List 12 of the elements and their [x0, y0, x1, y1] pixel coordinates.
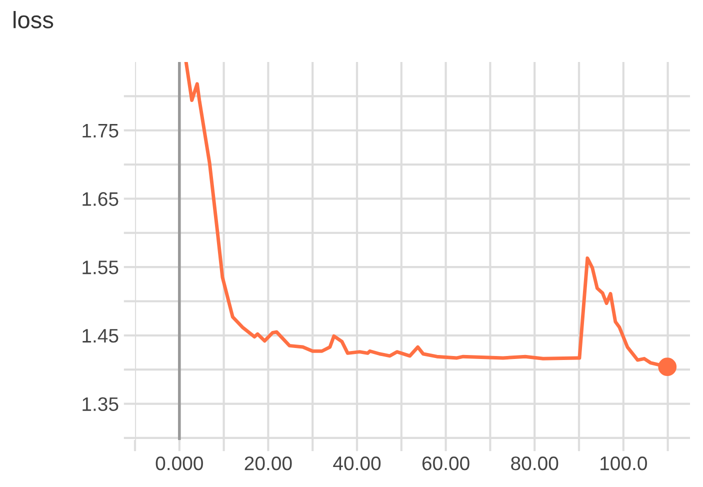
x-tick-label: 100.0 [600, 456, 647, 470]
y-tick-label: 1.65 [82, 192, 118, 206]
x-tick-label: 60.00 [422, 456, 470, 470]
chart-title: loss [14, 10, 54, 28]
y-tick-label: 1.75 [82, 124, 118, 138]
y-tick-label: 1.45 [82, 329, 118, 343]
x-tick-label: 80.00 [511, 456, 558, 470]
y-tick-label: 1.35 [82, 397, 118, 412]
x-tick-label: 0.000 [156, 456, 203, 470]
y-tick-label: 1.55 [82, 260, 118, 274]
x-tick-label: 40.00 [333, 456, 381, 470]
x-tick-label: 20.00 [244, 456, 292, 470]
